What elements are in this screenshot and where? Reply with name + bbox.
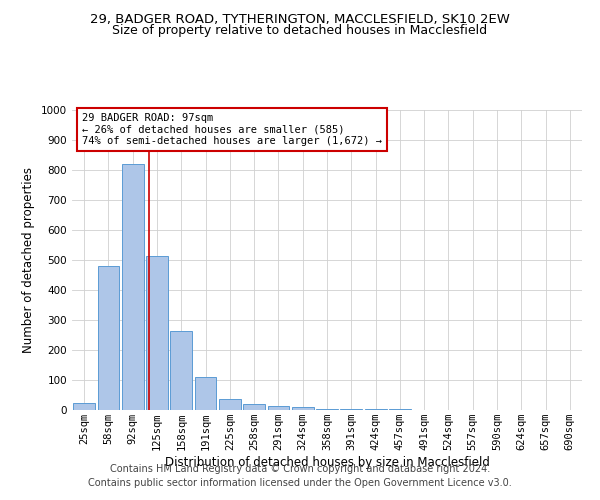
Bar bbox=[146, 256, 168, 410]
Text: 29 BADGER ROAD: 97sqm
← 26% of detached houses are smaller (585)
74% of semi-det: 29 BADGER ROAD: 97sqm ← 26% of detached … bbox=[82, 113, 382, 146]
Bar bbox=[268, 406, 289, 410]
Bar bbox=[219, 398, 241, 410]
Y-axis label: Number of detached properties: Number of detached properties bbox=[22, 167, 35, 353]
Text: Size of property relative to detached houses in Macclesfield: Size of property relative to detached ho… bbox=[112, 24, 488, 37]
Bar bbox=[292, 407, 314, 410]
X-axis label: Distribution of detached houses by size in Macclesfield: Distribution of detached houses by size … bbox=[164, 456, 490, 469]
Text: Contains HM Land Registry data © Crown copyright and database right 2024.
Contai: Contains HM Land Registry data © Crown c… bbox=[88, 464, 512, 487]
Text: 29, BADGER ROAD, TYTHERINGTON, MACCLESFIELD, SK10 2EW: 29, BADGER ROAD, TYTHERINGTON, MACCLESFI… bbox=[90, 12, 510, 26]
Bar bbox=[170, 330, 192, 410]
Bar bbox=[194, 377, 217, 410]
Bar bbox=[340, 409, 362, 410]
Bar bbox=[243, 404, 265, 410]
Bar bbox=[97, 266, 119, 410]
Bar bbox=[122, 164, 143, 410]
Bar bbox=[316, 408, 338, 410]
Bar bbox=[73, 402, 95, 410]
